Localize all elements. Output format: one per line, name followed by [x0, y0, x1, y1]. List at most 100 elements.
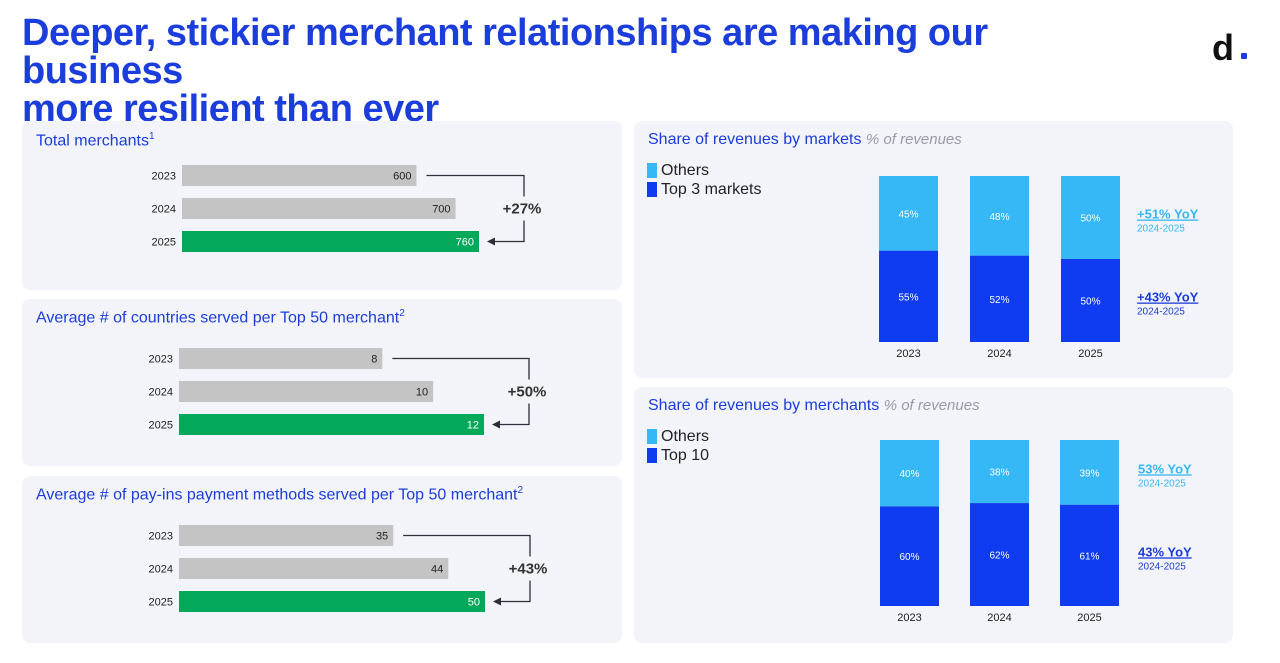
bar-value-label: 50	[468, 597, 480, 609]
yoy-period: 2024-2025	[1138, 478, 1186, 489]
segment-label: 60%	[899, 552, 919, 563]
segment-label: 39%	[1079, 468, 1099, 479]
category-label: 2023	[149, 354, 173, 366]
legend: Others Top 10	[647, 427, 709, 465]
yoy-label: +43% YoY	[1137, 290, 1199, 305]
arrow-head	[487, 237, 495, 246]
legend-label-others: Others	[661, 161, 710, 179]
legend-swatch-others	[647, 163, 657, 178]
year-label: 2023	[896, 348, 920, 360]
change-label: +27%	[503, 201, 542, 218]
bracket-line	[500, 403, 530, 426]
payment-methods-chart: 2023 35 2024 44 2025 50 +43%	[149, 525, 547, 612]
footnote-marker: 2	[517, 485, 524, 496]
company-logo: d	[1212, 27, 1234, 68]
yoy-period: 2024-2025	[1137, 224, 1185, 235]
bar	[182, 198, 456, 219]
segment-label: 55%	[898, 292, 918, 303]
category-label: 2025	[152, 237, 176, 249]
stack-segment-top	[1060, 504, 1119, 606]
bar	[179, 558, 449, 579]
legend-swatch-top	[647, 448, 657, 463]
stack-segment-top	[1061, 259, 1120, 342]
year-label: 2024	[987, 348, 1011, 360]
panel-share-by-merchants: Share of revenues by merchants % of reve…	[634, 387, 1233, 643]
segment-label: 61%	[1079, 551, 1099, 562]
yoy-label: 53% YoY	[1138, 461, 1192, 476]
stack-segment-top	[879, 250, 938, 342]
legend-item-top: Top 3 markets	[647, 180, 761, 199]
legend-label-others: Others	[661, 427, 710, 445]
legend-label-top: Top 10	[661, 446, 710, 464]
bar	[182, 165, 417, 186]
logo-dot	[1241, 53, 1247, 59]
category-label: 2023	[152, 171, 176, 183]
stack-segment-top	[970, 255, 1029, 342]
bar-value-label: 12	[467, 420, 479, 432]
panel-title: Average # of pay-ins payment methods ser…	[36, 485, 523, 504]
legend-item-others: Others	[647, 427, 709, 446]
panel-total-merchants: Total merchants1 2023 600 2024 700 2025 760 +2…	[22, 121, 622, 290]
segment-label: 40%	[899, 469, 919, 480]
category-label: 2023	[149, 531, 173, 543]
bar-value-label: 760	[456, 237, 474, 249]
change-label: +50%	[508, 384, 547, 401]
bar	[179, 414, 484, 435]
category-label: 2024	[152, 204, 176, 216]
arrow-head	[492, 420, 500, 429]
stack-segment-others	[879, 176, 938, 251]
panel-subtitle: % of revenues	[865, 131, 962, 148]
stack-segment-others	[1061, 176, 1120, 259]
panel-title-text: Total merchants	[36, 132, 149, 150]
legend-swatch-others	[647, 429, 657, 444]
category-label: 2024	[149, 564, 173, 576]
bar-value-label: 700	[432, 204, 450, 216]
yoy-label: 43% YoY	[1138, 544, 1192, 559]
bar	[179, 348, 383, 369]
bracket-line	[403, 534, 531, 557]
stack-segment-top	[880, 506, 939, 606]
share-by-markets-chart: 45% 55% 2023 48% 52% 2024 50% 50% 2025 +51% YoY 20…	[879, 176, 1199, 360]
legend: Others Top 3 markets	[647, 161, 761, 199]
segment-label: 38%	[989, 468, 1009, 479]
year-label: 2025	[1077, 612, 1101, 624]
segment-label: 52%	[989, 295, 1009, 306]
bar	[179, 591, 485, 612]
stack-segment-others	[970, 176, 1029, 256]
yoy-period: 2024-2025	[1138, 561, 1186, 572]
bar	[179, 381, 434, 402]
stack-segment-others	[880, 440, 939, 507]
stack-segment-others	[1060, 440, 1119, 505]
legend-item-others: Others	[647, 161, 761, 180]
panel-title: Average # of countries served per Top 50…	[36, 308, 405, 327]
bracket-line	[426, 174, 525, 197]
legend-swatch-top	[647, 182, 657, 197]
yoy-label: +51% YoY	[1137, 207, 1199, 222]
panel-countries: Average # of countries served per Top 50…	[22, 299, 622, 466]
share-by-merchants-chart: 40% 60% 2023 38% 62% 2024 39% 61% 2025 53% YoY 202…	[880, 440, 1192, 624]
footnote-marker: 2	[399, 308, 405, 319]
bracket-line	[495, 220, 525, 243]
countries-chart: 2023 8 2024 10 2025 12 +50%	[149, 348, 547, 435]
panel-title-text: Share of revenues by merchants	[648, 397, 880, 414]
panel-subtitle: % of revenues	[883, 397, 980, 414]
bracket-line	[501, 580, 531, 603]
total-merchants-chart: 2023 600 2024 700 2025 760 +27%	[152, 165, 542, 252]
panel-title: Share of revenues by markets % of revenu…	[648, 131, 962, 149]
page-title: Deeper, stickier merchant relationships …	[22, 14, 1122, 128]
bar-value-label: 35	[376, 531, 388, 543]
panel-payment-methods: Average # of pay-ins payment methods ser…	[22, 476, 622, 643]
category-label: 2025	[149, 420, 173, 432]
panel-title-text: Average # of countries served per Top 50…	[36, 309, 400, 327]
year-label: 2024	[987, 612, 1011, 624]
bar	[182, 231, 479, 252]
footnote-marker: 1	[148, 131, 155, 142]
arrow-head	[493, 597, 501, 606]
bracket-line	[392, 357, 530, 380]
bar	[179, 525, 394, 546]
bar-value-label: 44	[431, 564, 443, 576]
stack-segment-others	[970, 440, 1029, 504]
segment-label: 48%	[989, 212, 1009, 223]
panel-title: Share of revenues by merchants % of reve…	[648, 397, 980, 415]
title-line-1: Deeper, stickier merchant relationships …	[22, 12, 988, 92]
